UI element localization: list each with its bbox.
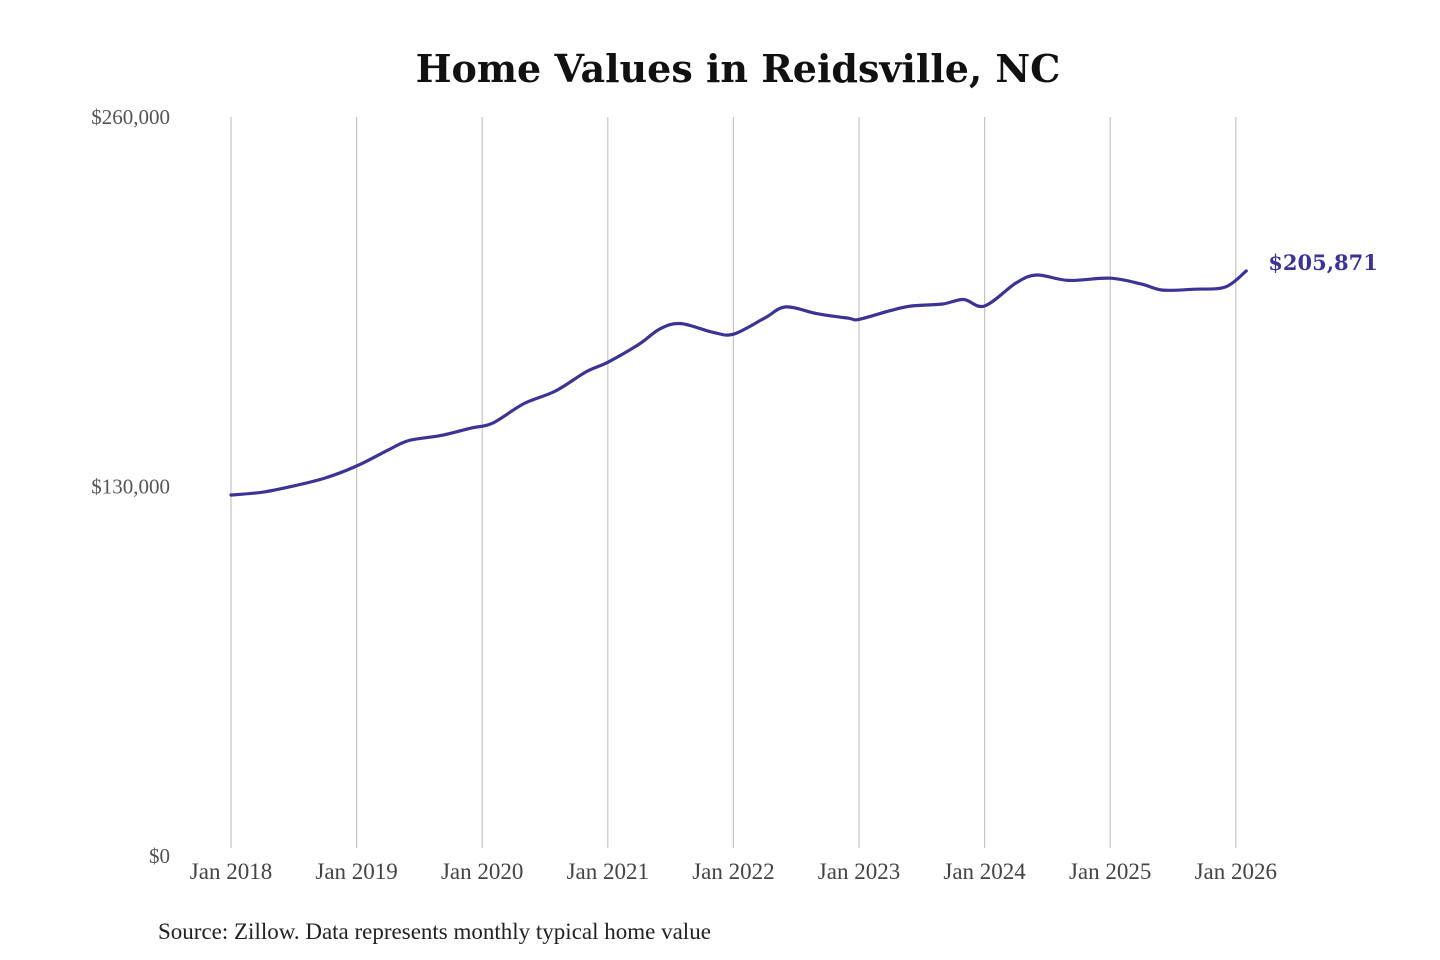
x-axis-ticks: Jan 2018 Jan 2019 Jan 2020 Jan 2021 Jan 2022… — [190, 859, 1277, 884]
y-axis-ticks: $0 $130,000 $260,000 — [91, 105, 170, 868]
end-value-label: $205,871 — [1268, 250, 1378, 275]
x-tick-label: Jan 2026 — [1195, 859, 1277, 884]
y-tick-label: $260,000 — [91, 105, 170, 129]
series-line — [229, 269, 1248, 497]
series-layer — [229, 269, 1248, 497]
chart-title: Home Values in Reidsville, NC — [416, 46, 1061, 91]
source-note: Source: Zillow. Data represents monthly … — [158, 919, 711, 944]
x-tick-label: Jan 2021 — [567, 859, 649, 884]
x-tick-label: Jan 2024 — [943, 859, 1026, 884]
x-tick-label: Jan 2023 — [818, 859, 900, 884]
gridlines — [230, 117, 1237, 848]
y-tick-label: $0 — [149, 844, 170, 868]
x-tick-label: Jan 2020 — [441, 859, 523, 884]
x-tick-label: Jan 2018 — [190, 859, 272, 884]
x-tick-label: Jan 2022 — [692, 859, 774, 884]
y-tick-label: $130,000 — [91, 475, 170, 499]
x-tick-label: Jan 2019 — [315, 859, 397, 884]
x-tick-label: Jan 2025 — [1069, 859, 1151, 884]
